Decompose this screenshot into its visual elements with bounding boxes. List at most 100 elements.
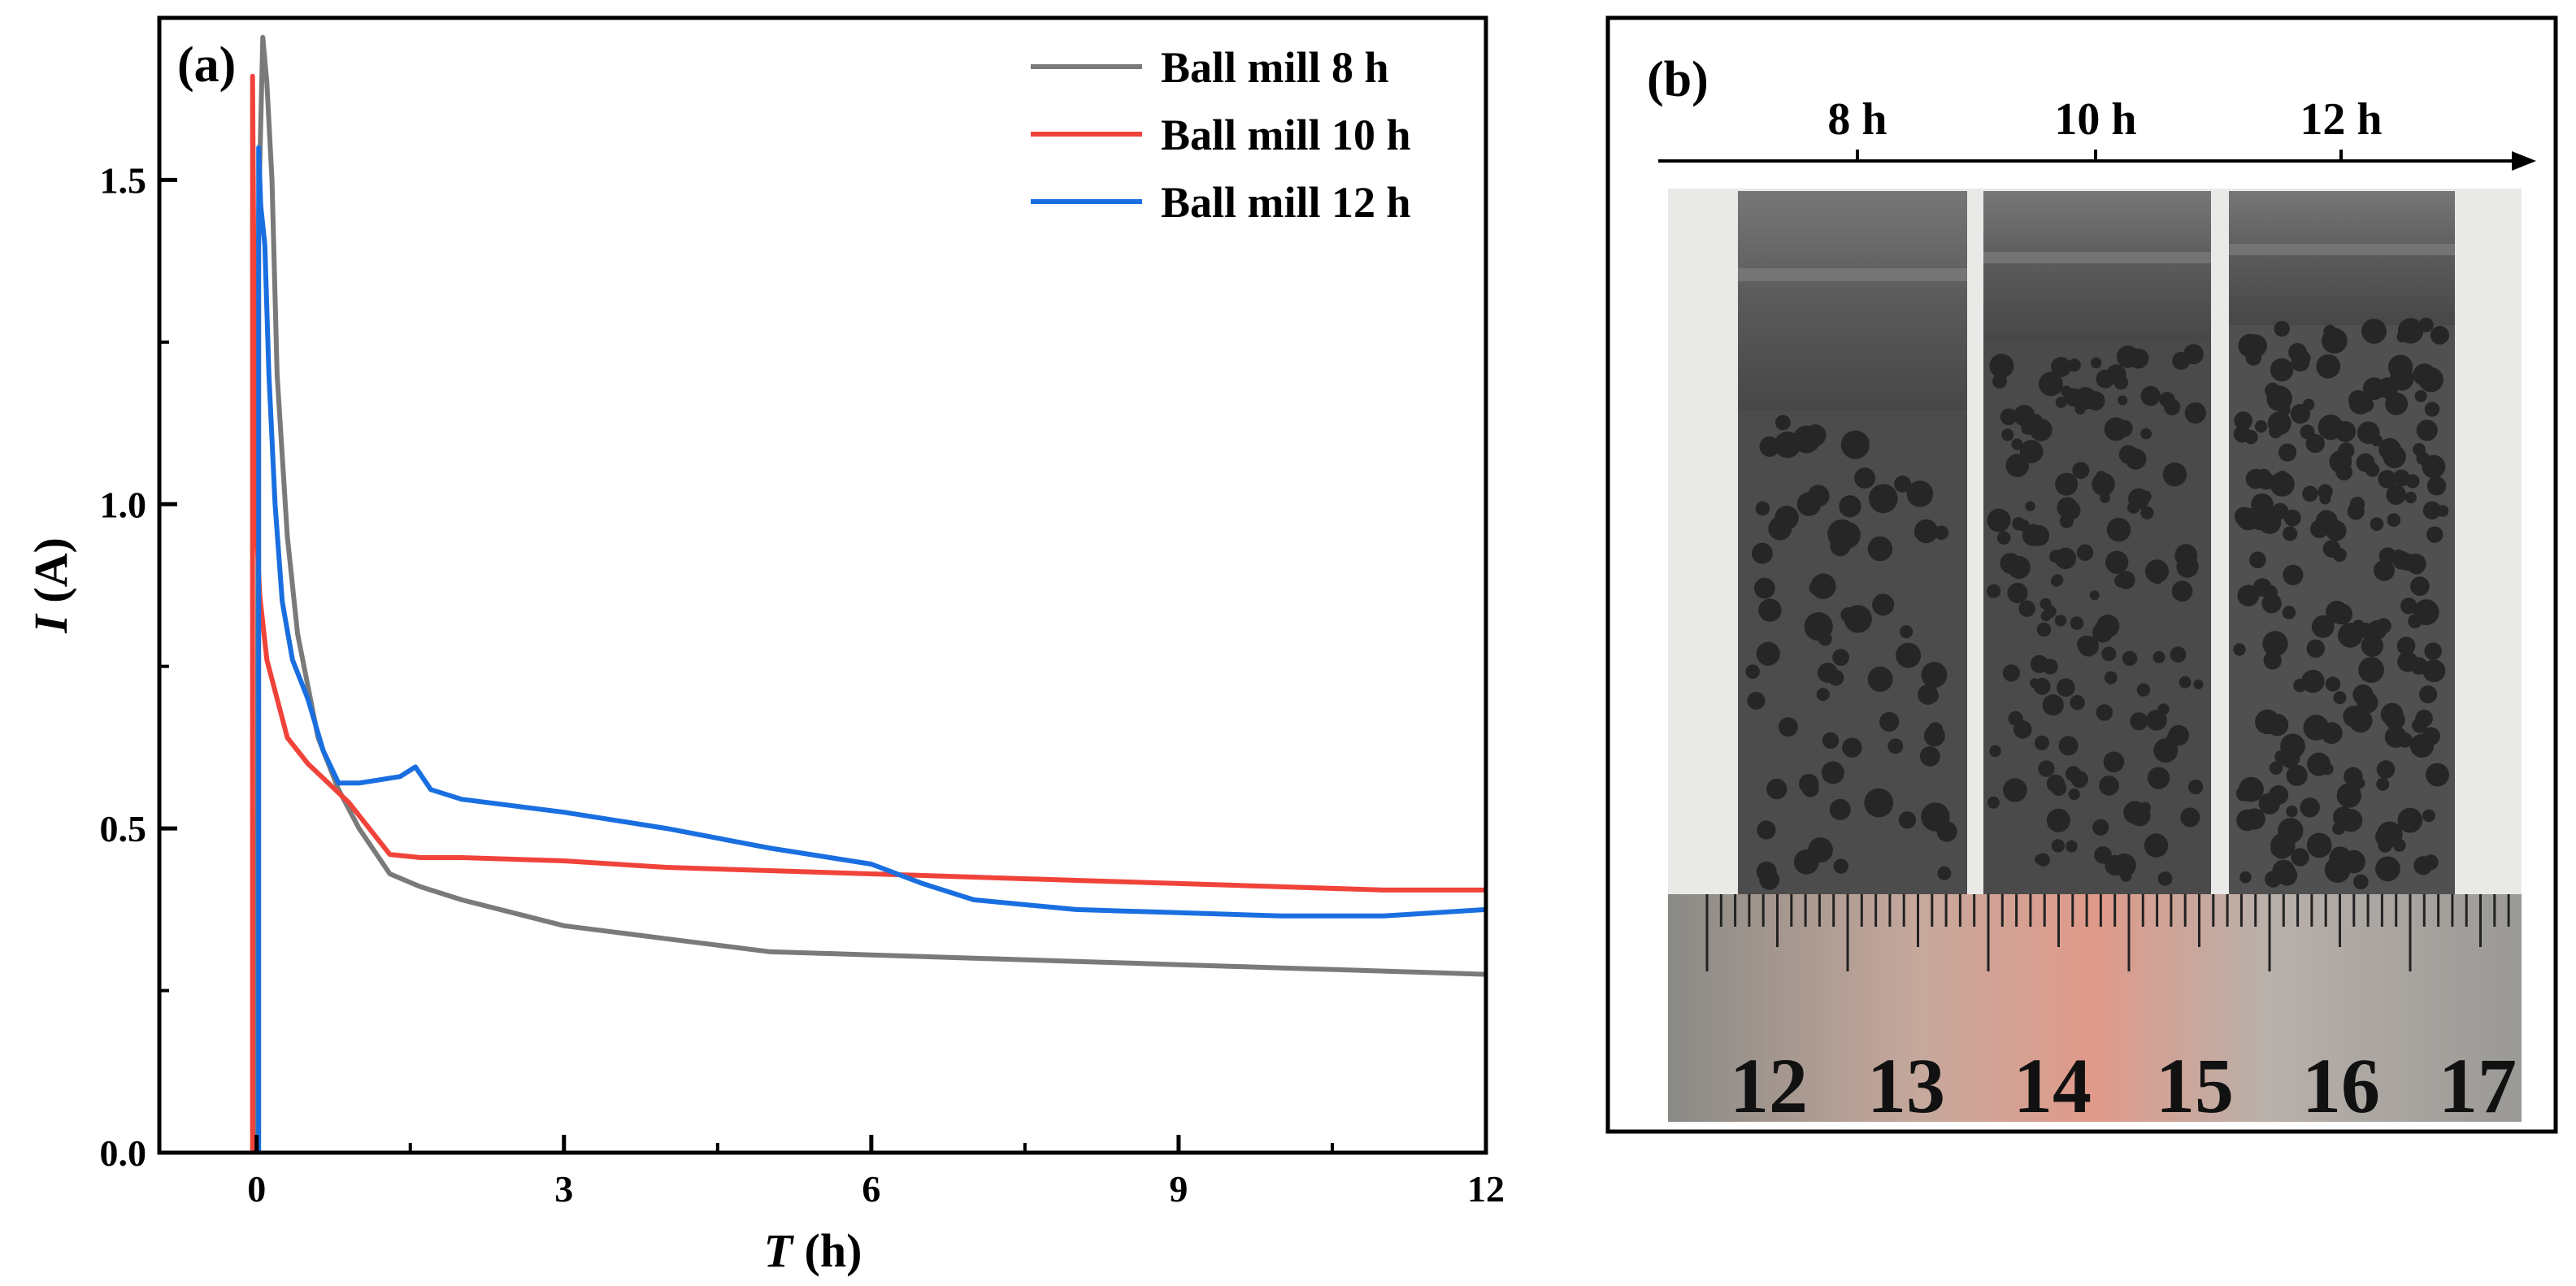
pore: [2039, 371, 2063, 397]
pore: [1987, 584, 2001, 598]
pore: [1900, 625, 1914, 639]
pore: [1934, 525, 1949, 541]
pore: [1757, 820, 1776, 840]
pore: [2234, 411, 2252, 430]
pore: [2286, 764, 2308, 786]
pore: [2265, 382, 2279, 397]
sample-label-8h: 8 h: [1827, 94, 1887, 145]
pore: [2291, 353, 2310, 371]
pore: [2370, 517, 2384, 532]
pore: [2144, 833, 2169, 858]
pore: [2410, 560, 2425, 575]
pore: [2113, 854, 2136, 877]
pore: [2418, 317, 2434, 332]
pore: [1758, 598, 1782, 622]
pore: [2146, 710, 2167, 731]
pore: [2235, 785, 2252, 802]
pore: [2413, 599, 2439, 626]
x-tick-label-9: 9: [1169, 1168, 1188, 1210]
pore: [2044, 605, 2057, 618]
ruler-number-13: 13: [1867, 1042, 1945, 1129]
pore: [2404, 491, 2417, 504]
pore: [2159, 392, 2175, 408]
pore: [2270, 358, 2294, 382]
pore: [2054, 547, 2077, 570]
pore: [2244, 430, 2258, 445]
pore: [2415, 710, 2433, 728]
pore: [2103, 751, 2125, 773]
legend-item-10h: Ball mill 10 h: [1031, 111, 1411, 159]
pore: [2017, 519, 2030, 532]
pore: [2392, 469, 2410, 487]
pore: [2306, 832, 2332, 858]
pore: [2139, 490, 2152, 502]
pore: [2302, 398, 2315, 411]
pore: [1918, 684, 1939, 706]
pore: [2055, 396, 2067, 408]
pore: [2333, 691, 2347, 705]
ruler-number-15: 15: [2156, 1042, 2234, 1129]
pore: [2077, 636, 2095, 654]
pore: [2042, 694, 2064, 716]
pore: [2176, 555, 2199, 578]
pore: [2254, 419, 2268, 433]
pore: [2265, 714, 2289, 736]
pore: [2436, 505, 2449, 517]
pore: [2267, 411, 2291, 436]
pore: [2270, 841, 2287, 857]
pore: [1987, 796, 2000, 809]
pore: [1936, 821, 1957, 842]
pore: [2325, 676, 2341, 692]
pore: [2170, 646, 2187, 663]
pore: [2101, 646, 2117, 662]
pore: [2426, 762, 2449, 787]
pore: [2338, 442, 2355, 459]
pore: [2357, 692, 2378, 714]
pore: [2061, 476, 2074, 489]
pore: [2000, 408, 2018, 425]
pore: [1775, 415, 1791, 431]
pore: [2344, 767, 2363, 786]
pore: [1833, 858, 1848, 874]
y-tick-label-0.5: 0.5: [100, 808, 147, 849]
pore: [1804, 424, 1827, 446]
pore: [2405, 474, 2420, 489]
pore: [2000, 553, 2021, 574]
pore: [2300, 424, 2315, 440]
pore: [2070, 695, 2085, 710]
pore: [1752, 542, 1773, 564]
pore: [2092, 819, 2109, 836]
pore: [1821, 761, 1844, 784]
pore: [1753, 577, 1775, 599]
pore: [1879, 712, 1900, 732]
sample-strip-8h: [1738, 191, 1967, 898]
x-tick-label-12: 12: [1467, 1168, 1505, 1210]
pore: [2416, 419, 2438, 441]
pore: [2035, 854, 2045, 865]
pore: [1818, 663, 1838, 683]
pore: [1830, 536, 1851, 557]
pore: [2414, 389, 2427, 402]
pore: [1818, 632, 1832, 646]
pore: [2342, 849, 2365, 874]
pore: [2057, 678, 2075, 697]
pore: [1923, 725, 1945, 747]
pore: [2304, 720, 2318, 734]
pore: [2008, 710, 2023, 727]
pore: [2090, 357, 2102, 369]
pore: [2272, 859, 2296, 883]
pore: [2129, 805, 2151, 827]
series-layer: [250, 34, 1486, 1153]
pore: [2424, 642, 2442, 660]
pore: [2319, 493, 2331, 505]
pore: [2058, 736, 2079, 756]
pore: [2162, 463, 2187, 487]
plot-frame: [157, 15, 1488, 1155]
pore: [2233, 643, 2246, 656]
pore: [2128, 349, 2148, 369]
pore: [2413, 363, 2436, 387]
pore: [2283, 509, 2301, 527]
pore: [1894, 476, 1912, 493]
pore: [2074, 403, 2086, 415]
pore: [1868, 484, 1898, 514]
